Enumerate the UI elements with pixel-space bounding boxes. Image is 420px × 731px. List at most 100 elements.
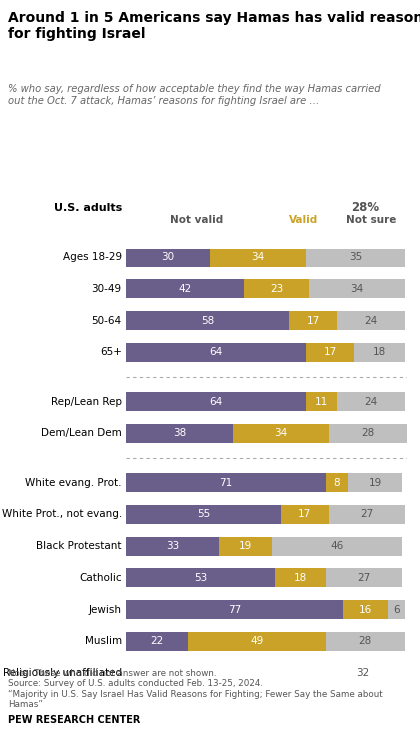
Text: 65+: 65+ (100, 347, 122, 357)
Text: Religiously unaffiliated: Religiously unaffiliated (3, 668, 122, 678)
Text: 77: 77 (228, 605, 241, 615)
Bar (126, 664, 224, 683)
Bar (210, 248, 306, 267)
Text: 23: 23 (270, 284, 283, 294)
Text: 55: 55 (197, 510, 210, 519)
Text: PEW RESEARCH CENTER: PEW RESEARCH CENTER (8, 715, 141, 725)
Bar (343, 600, 388, 619)
Bar (281, 505, 328, 524)
Bar (126, 311, 289, 330)
Bar (126, 424, 233, 443)
Bar (275, 568, 326, 588)
Bar (219, 537, 272, 556)
Bar (126, 392, 306, 411)
Text: 30: 30 (162, 252, 175, 262)
Text: Note: Those who did not answer are not shown.
Source: Survey of U.S. adults cond: Note: Those who did not answer are not s… (8, 669, 383, 709)
Text: Catholic: Catholic (79, 573, 122, 583)
Bar (126, 248, 210, 267)
Text: 24: 24 (364, 397, 378, 406)
Text: 18: 18 (294, 573, 307, 583)
Text: Valid: Valid (289, 215, 318, 225)
Text: 34: 34 (274, 428, 287, 439)
Bar (244, 279, 309, 298)
Text: Rep/Lean Rep: Rep/Lean Rep (51, 397, 122, 406)
Text: % who say, regardless of how acceptable they find the way Hamas carried
out the : % who say, regardless of how acceptable … (8, 84, 381, 106)
Text: 17: 17 (307, 316, 320, 325)
Text: 8: 8 (334, 477, 340, 488)
Text: 32: 32 (356, 668, 369, 678)
Text: White Prot., not evang.: White Prot., not evang. (2, 510, 122, 519)
Bar (326, 195, 404, 220)
Text: Around 1 in 5 Americans say Hamas has valid reasons
for fighting Israel: Around 1 in 5 Americans say Hamas has va… (8, 11, 420, 41)
Bar (354, 343, 404, 362)
Bar (126, 537, 219, 556)
Bar (309, 279, 404, 298)
Bar (126, 568, 275, 588)
Text: Not sure: Not sure (346, 215, 396, 225)
Text: Not valid: Not valid (170, 215, 223, 225)
Text: 30-49: 30-49 (92, 284, 122, 294)
Text: 17: 17 (298, 510, 311, 519)
Text: 71: 71 (219, 477, 233, 488)
Text: Muslim: Muslim (85, 637, 122, 646)
Bar (126, 343, 306, 362)
Bar (264, 195, 326, 220)
Bar (224, 664, 318, 683)
Text: 35: 35 (349, 252, 362, 262)
Text: 38: 38 (173, 428, 186, 439)
Text: 19: 19 (368, 477, 382, 488)
Bar (306, 343, 354, 362)
Text: 53: 53 (194, 573, 207, 583)
Bar (306, 248, 404, 267)
Text: 28%: 28% (351, 201, 379, 214)
Bar (318, 664, 407, 683)
Text: 27: 27 (357, 573, 370, 583)
Text: 28: 28 (359, 637, 372, 646)
Text: Black Protestant: Black Protestant (36, 541, 122, 551)
Text: U.S. adults: U.S. adults (53, 203, 122, 213)
Text: 22: 22 (150, 637, 163, 646)
Bar (337, 392, 404, 411)
Bar (326, 568, 402, 588)
Bar (126, 505, 281, 524)
Bar (326, 473, 348, 492)
Text: 49%: 49% (181, 201, 209, 214)
Text: 42: 42 (178, 284, 192, 294)
Bar (126, 279, 244, 298)
Text: 50-64: 50-64 (92, 316, 122, 325)
Text: 34: 34 (350, 284, 363, 294)
Text: Jewish: Jewish (89, 605, 122, 615)
Text: 11: 11 (315, 397, 328, 406)
Text: 22%: 22% (281, 201, 309, 214)
Text: 6: 6 (393, 605, 399, 615)
Bar (272, 537, 402, 556)
Text: 27: 27 (360, 510, 373, 519)
Text: 17: 17 (323, 347, 337, 357)
Text: 46: 46 (331, 541, 344, 551)
Text: 34: 34 (252, 252, 265, 262)
Bar (289, 311, 337, 330)
Text: 35: 35 (168, 668, 182, 678)
Text: 24: 24 (364, 316, 378, 325)
Bar (233, 424, 328, 443)
Bar (337, 311, 404, 330)
Bar (326, 632, 404, 651)
Bar (328, 505, 404, 524)
Text: 64: 64 (210, 397, 223, 406)
Text: 16: 16 (359, 605, 372, 615)
Text: 33: 33 (166, 541, 179, 551)
Text: 64: 64 (210, 347, 223, 357)
Text: 19: 19 (239, 541, 252, 551)
Bar (328, 424, 407, 443)
Bar (188, 632, 326, 651)
Text: White evang. Prot.: White evang. Prot. (25, 477, 122, 488)
Bar (388, 600, 404, 619)
Bar (126, 195, 264, 220)
Bar (306, 392, 337, 411)
Text: Dem/Lean Dem: Dem/Lean Dem (41, 428, 122, 439)
Text: Ages 18-29: Ages 18-29 (63, 252, 122, 262)
Bar (126, 473, 326, 492)
Bar (348, 473, 402, 492)
Text: 28: 28 (361, 428, 375, 439)
Text: 33: 33 (264, 668, 278, 678)
